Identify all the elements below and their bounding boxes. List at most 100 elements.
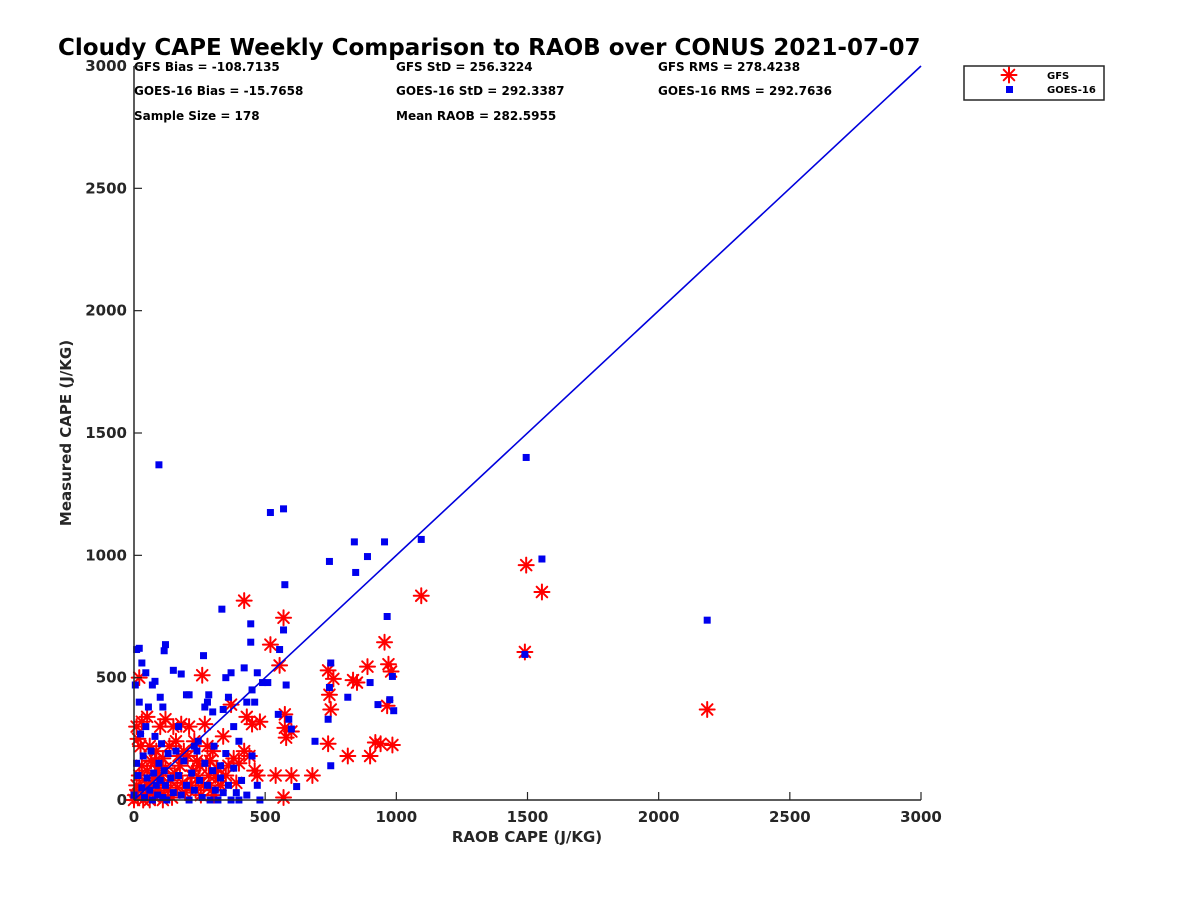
goes16-point: [185, 691, 193, 699]
goes16-point: [218, 605, 226, 613]
gfs-point: [324, 670, 342, 688]
goes16-point: [224, 781, 232, 789]
goes16-point: [266, 509, 274, 517]
goes16-point: [180, 757, 188, 765]
gfs-point: [230, 754, 248, 772]
goes16-point: [374, 701, 382, 709]
gfs-point: [261, 636, 279, 654]
stat-sample-size: Sample Size = 178: [134, 109, 260, 123]
legend-goes-label: GOES-16: [1047, 85, 1096, 96]
goes16-point: [152, 781, 160, 789]
goes16-point: [253, 781, 261, 789]
goes16-point: [230, 764, 238, 772]
goes16-point: [137, 730, 145, 738]
stat-mean-raob: Mean RAOB = 282.5955: [396, 109, 556, 123]
goes16-point: [146, 786, 154, 794]
goes16-point: [235, 737, 243, 745]
gfs-point: [698, 700, 716, 718]
gfs-point: [235, 592, 253, 610]
goes16-point: [209, 708, 217, 716]
goes16-point: [182, 781, 190, 789]
axes: 0 500 1000 1500 2000 2500 3000 0 500 1000 1500 2000…: [85, 57, 942, 826]
goes16-point: [160, 647, 168, 655]
goes16-point: [196, 776, 204, 784]
stat-goes-std: GOES-16 StD = 292.3387: [396, 84, 565, 98]
goes16-point: [135, 644, 143, 652]
gfs-point: [267, 767, 285, 785]
x-tick-label: 2500: [769, 808, 811, 826]
goes16-point: [175, 723, 183, 731]
goes16-point: [383, 613, 391, 620]
goes16-point: [538, 555, 546, 563]
goes16-point: [388, 672, 396, 680]
goes16-point: [217, 774, 225, 782]
goes16-point: [703, 616, 711, 624]
goes16-point: [209, 767, 217, 775]
goes16-point: [156, 776, 164, 784]
goes16-point: [134, 772, 142, 780]
goes16-point: [203, 781, 211, 789]
goes16-point: [238, 776, 246, 784]
goes16-point: [151, 732, 159, 740]
legend-box: [963, 65, 1105, 101]
goes16-point: [167, 774, 175, 782]
goes16-point: [140, 794, 148, 802]
goes16-point: [210, 742, 218, 750]
goes16-point: [243, 698, 251, 706]
plot-area: [125, 65, 922, 809]
goes16-point: [175, 772, 183, 780]
goes16-point: [211, 786, 219, 794]
goes16-point: [344, 693, 352, 701]
goes16-point: [139, 752, 147, 760]
gfs-point: [412, 587, 430, 605]
goes16-point: [133, 759, 141, 767]
stat-goes-bias: GOES-16 Bias = -15.7658: [134, 84, 303, 98]
stat-gfs-bias: GFS Bias = -108.7135: [134, 60, 280, 74]
goes16-point: [172, 747, 180, 755]
goes16-point: [155, 759, 163, 767]
gfs-point: [243, 715, 261, 733]
gfs-point: [238, 708, 256, 726]
goes16-point: [327, 659, 335, 667]
goes16-point: [161, 641, 169, 649]
gfs-point: [193, 666, 211, 684]
gfs-point: [533, 583, 551, 601]
stats-block: GFS Bias = -108.7135 GFS StD = 256.3224 …: [134, 60, 832, 123]
goes16-point: [144, 703, 152, 711]
goes16-point: [159, 703, 167, 711]
y-tick-label: 500: [96, 669, 127, 687]
goes16-point: [159, 794, 167, 802]
goes16-point: [177, 791, 185, 799]
gfs-point: [138, 708, 156, 726]
goes16-point: [198, 794, 206, 802]
goes16-point: [311, 737, 319, 745]
goes16-point: [274, 710, 282, 718]
goes16-point: [293, 783, 301, 791]
x-tick-label: 3000: [900, 808, 942, 826]
gfs-point: [196, 715, 214, 733]
goes16-point: [247, 620, 255, 628]
goes16-point: [285, 715, 293, 723]
goes16-point: [201, 703, 209, 711]
goes16-point: [251, 698, 259, 706]
goes16-point: [324, 715, 332, 723]
gfs-point: [214, 727, 232, 745]
goes16-point: [138, 659, 146, 667]
goes16-point: [143, 774, 151, 782]
goes16-point: [325, 683, 333, 691]
y-tick-label: 2000: [85, 302, 127, 320]
goes16-point: [276, 646, 284, 654]
stat-gfs-rms: GFS RMS = 278.4238: [658, 60, 800, 74]
gfs-point: [251, 713, 269, 731]
goes16-point: [264, 679, 272, 687]
goes16-point: [219, 705, 227, 713]
y-tick-label: 1500: [85, 424, 127, 442]
goes16-point: [232, 789, 240, 797]
goes16-point: [160, 767, 168, 775]
legend-goes-marker: [1006, 86, 1013, 93]
goes16-point: [203, 698, 211, 706]
chart-title: Cloudy CAPE Weekly Comparison to RAOB ov…: [58, 35, 921, 61]
gfs-point: [282, 767, 300, 785]
goes16-point: [142, 723, 150, 731]
